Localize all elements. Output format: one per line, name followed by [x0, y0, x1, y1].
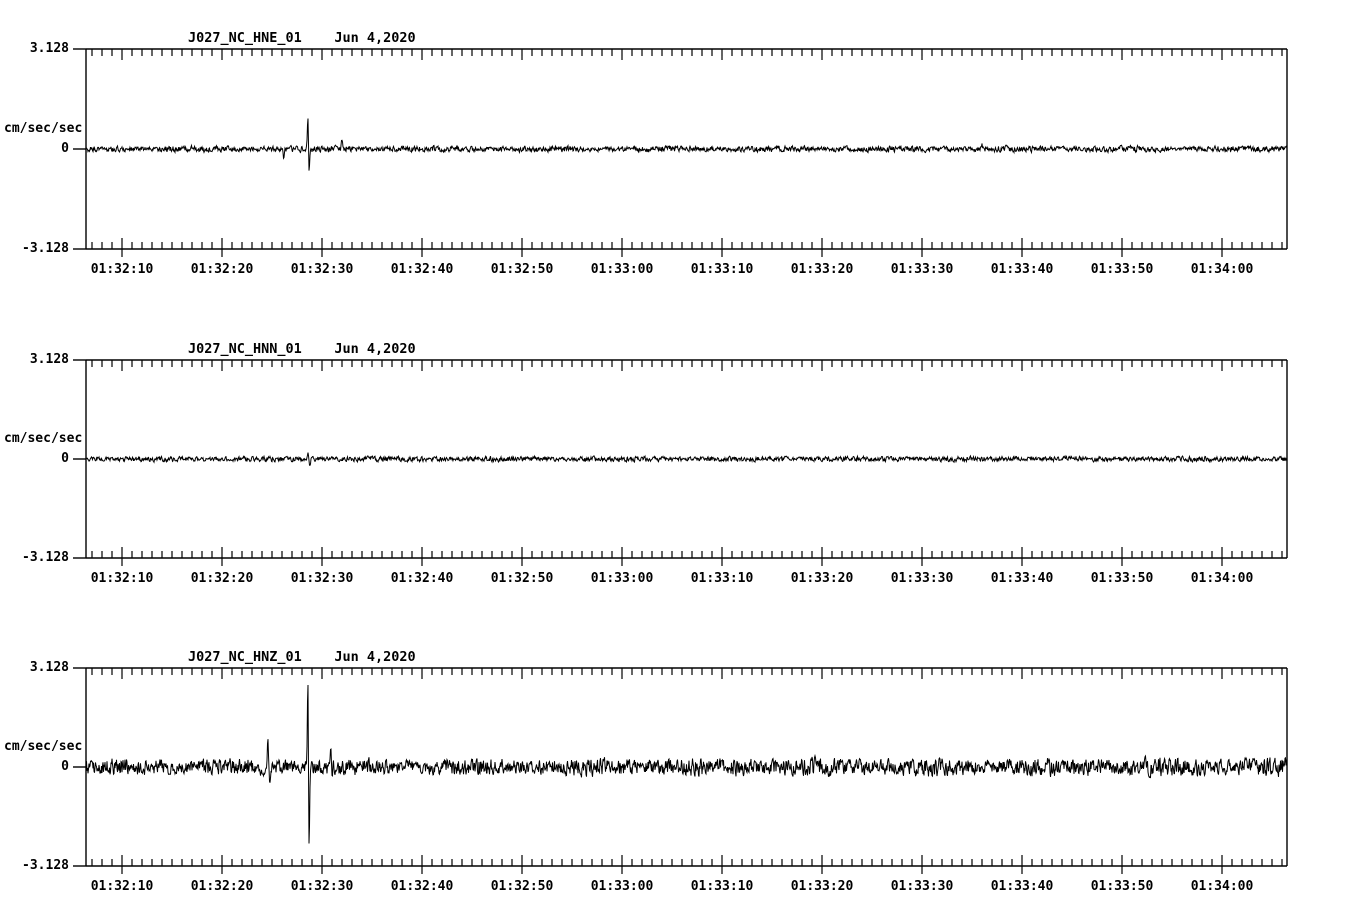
x-axis-tick-label: 01:32:40: [390, 262, 454, 277]
x-axis-tick-label: 01:33:20: [790, 879, 854, 894]
y-axis-max-label-hnn: 3.128: [29, 352, 69, 367]
x-axis-tick-label: 01:33:20: [790, 262, 854, 277]
x-axis-tick-label: 01:33:50: [1090, 262, 1154, 277]
y-axis-unit-label-hnn: cm/sec/sec: [4, 431, 83, 446]
x-axis-tick-label: 01:32:40: [390, 879, 454, 894]
date-label-hnn: Jun 4,2020: [334, 341, 416, 357]
x-axis-tick-label: 01:33:10: [690, 571, 754, 586]
waveform-trace-hnz: [85, 684, 1288, 844]
x-axis-tick-label: 01:32:10: [90, 262, 154, 277]
x-axis-tick-label: 01:32:20: [190, 879, 254, 894]
y-axis-max-label-hne: 3.128: [29, 41, 69, 56]
y-axis-unit-label-hne: cm/sec/sec: [4, 121, 83, 136]
y-axis-unit-label-hnz: cm/sec/sec: [4, 739, 83, 754]
x-axis-tick-label: 01:33:50: [1090, 879, 1154, 894]
x-axis-tick-label: 01:34:00: [1190, 262, 1254, 277]
y-ticks-hnz: [73, 667, 86, 867]
x-axis-tick-label: 01:32:50: [490, 571, 554, 586]
y-axis-zero-label-hnn: 0: [61, 451, 69, 466]
x-axis-tick-label: 01:32:20: [190, 571, 254, 586]
x-axis-tick-label: 01:32:30: [290, 879, 354, 894]
x-axis-tick-label: 01:33:30: [890, 262, 954, 277]
title-spacer-hnz: [302, 649, 335, 665]
panel-title-hne: J027_NC_HNE_01 Jun 4,2020: [188, 30, 416, 46]
x-axis-tick-label: 01:33:00: [590, 571, 654, 586]
x-axis-tick-label: 01:33:10: [690, 262, 754, 277]
y-axis-zero-label-hnz: 0: [61, 759, 69, 774]
panel-title-hnn: J027_NC_HNN_01 Jun 4,2020: [188, 341, 416, 357]
station-channel-label-hne: J027_NC_HNE_01: [188, 30, 302, 46]
x-axis-tick-label: 01:33:10: [690, 879, 754, 894]
x-axis-tick-label: 01:32:50: [490, 262, 554, 277]
x-axis-tick-label: 01:32:30: [290, 262, 354, 277]
x-axis-tick-label: 01:32:40: [390, 571, 454, 586]
station-channel-label-hnz: J027_NC_HNZ_01: [188, 649, 302, 665]
x-axis-tick-label: 01:32:50: [490, 879, 554, 894]
x-axis-tick-label: 01:33:30: [890, 571, 954, 586]
x-axis-tick-label: 01:33:50: [1090, 571, 1154, 586]
x-axis-tick-label: 01:33:20: [790, 571, 854, 586]
x-axis-tick-label: 01:33:40: [990, 262, 1054, 277]
date-label-hnz: Jun 4,2020: [334, 649, 416, 665]
x-axis-tick-label: 01:33:40: [990, 571, 1054, 586]
x-ticks-hnz: [91, 668, 1283, 874]
y-axis-max-label-hnz: 3.128: [29, 660, 69, 675]
x-axis-tick-label: 01:32:10: [90, 879, 154, 894]
x-axis-tick-label: 01:33:00: [590, 879, 654, 894]
date-label-hne: Jun 4,2020: [334, 30, 416, 46]
panel-title-hnz: J027_NC_HNZ_01 Jun 4,2020: [188, 649, 416, 665]
x-axis-tick-label: 01:33:00: [590, 262, 654, 277]
x-axis-tick-label: 01:33:40: [990, 879, 1054, 894]
x-axis-tick-label: 01:32:10: [90, 571, 154, 586]
x-axis-tick-label: 01:32:20: [190, 262, 254, 277]
x-axis-tick-label: 01:33:30: [890, 879, 954, 894]
x-axis-tick-label: 01:34:00: [1190, 879, 1254, 894]
axis-frame-hnz: [85, 667, 1288, 867]
x-axis-tick-label: 01:34:00: [1190, 571, 1254, 586]
y-axis-min-label-hnn: -3.128: [22, 550, 69, 565]
y-axis-min-label-hnz: -3.128: [22, 858, 69, 873]
x-axis-tick-label: 01:32:30: [290, 571, 354, 586]
station-channel-label-hnn: J027_NC_HNN_01: [188, 341, 302, 357]
y-axis-zero-label-hne: 0: [61, 141, 69, 156]
y-axis-min-label-hne: -3.128: [22, 241, 69, 256]
